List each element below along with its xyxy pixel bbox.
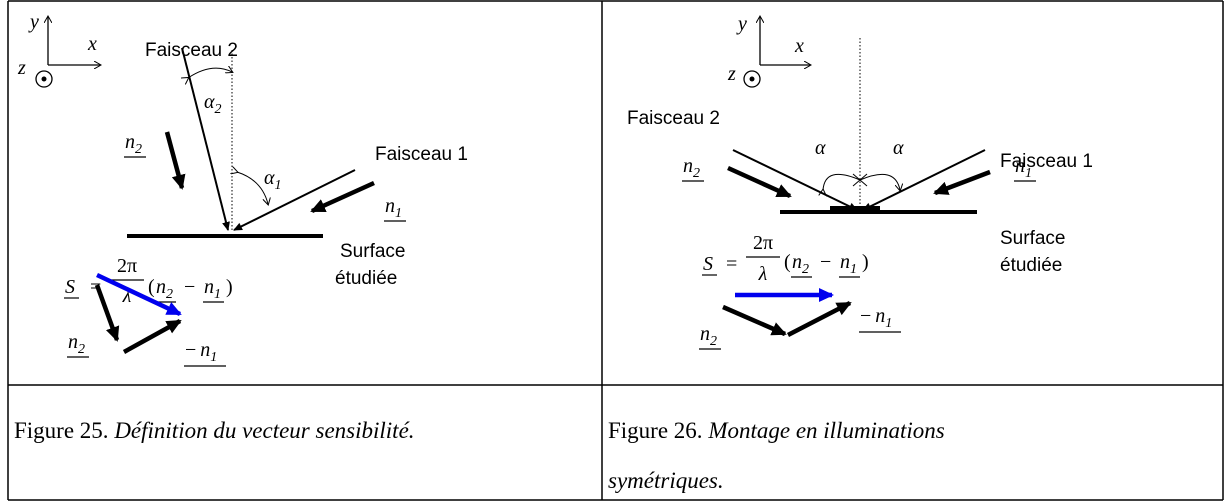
beam-label: Faisceau 2: [627, 108, 720, 129]
caption: Figure 25. Définition du vecteur sensibi…: [14, 418, 415, 443]
beam-2: [732, 149, 858, 211]
axis-label: z: [17, 57, 26, 79]
formula-part: S: [703, 253, 713, 275]
beam-2: [181, 47, 230, 231]
formula-part: n2: [792, 251, 809, 277]
figure-25: y x z Faisceau 2 Faisceau 1 α2 α1 n2 n1 …: [14, 11, 468, 443]
beam-label: Faisceau 1: [1000, 151, 1093, 172]
axis-z-dot: [41, 76, 47, 82]
axis-label: y: [736, 13, 747, 35]
vector-minus-n1: [122, 319, 182, 354]
surface-label: étudiée: [1000, 255, 1062, 276]
vector-n2: [727, 165, 792, 199]
vector-label: − n1: [860, 305, 892, 331]
vector-label: n2: [683, 155, 700, 181]
formula-part: n1: [204, 276, 221, 302]
formula-part: S: [65, 276, 75, 298]
cross: [852, 173, 868, 187]
vector-label: n1: [1015, 155, 1032, 181]
beam-label: Faisceau 1: [375, 144, 468, 165]
axis-z-circle: [35, 70, 53, 88]
surface-label: étudiée: [335, 268, 397, 289]
beam-1: [862, 149, 986, 211]
formula-part: ): [226, 276, 233, 298]
formula-part: (: [148, 276, 155, 298]
vector-n2: [722, 304, 787, 337]
axis-label: x: [87, 33, 97, 55]
formula: S = 2π λ ( n2 − n1 ): [702, 232, 869, 285]
angle-arc: [188, 68, 232, 78]
figure-26: y x z Faisceau 2 Faisceau 1 α α n2 n1 Su…: [608, 13, 1093, 493]
axis-z-dot: [749, 76, 755, 82]
vector-label: − n1: [185, 339, 217, 365]
surface-label: Surface: [1000, 228, 1065, 249]
vector-n1: [933, 169, 991, 196]
vector-label: n1: [385, 195, 402, 221]
formula-part: ): [862, 251, 869, 273]
vector-label: n2: [68, 331, 85, 357]
table-borders: [7, 0, 1224, 501]
formula-part: −: [820, 251, 831, 273]
vector-label: n2: [700, 323, 717, 349]
angle-label: α1: [264, 167, 282, 193]
caption: symétriques.: [608, 468, 724, 493]
formula-part: λ: [758, 263, 768, 285]
formula-part: n2: [156, 276, 173, 302]
angle-label: α: [815, 137, 826, 159]
formula-part: −: [184, 276, 195, 298]
vector-n2: [94, 284, 120, 342]
formula-part: 2π: [117, 255, 137, 277]
vector-minus-n1: [786, 301, 852, 337]
axis-label: y: [28, 11, 39, 33]
axis-z-circle: [743, 70, 761, 88]
beam-label: Faisceau 2: [145, 40, 238, 61]
vector-label: n2: [125, 131, 142, 157]
surface-label: Surface: [340, 241, 405, 262]
vector-s: [96, 272, 182, 317]
axis-label: z: [727, 63, 736, 85]
vector-n2: [164, 131, 186, 190]
angle-arc: [237, 172, 268, 204]
formula-part: =: [726, 253, 737, 275]
formula-part: 2π: [753, 232, 773, 254]
beam-1: [233, 169, 356, 231]
caption: Figure 26. Montage en illuminations: [608, 418, 945, 443]
angle-label: α2: [204, 91, 222, 117]
axis-label: x: [794, 35, 804, 57]
formula-part: λ: [122, 285, 132, 307]
angle-arc: [823, 173, 900, 190]
angle-label: α: [893, 137, 904, 159]
vector-n1: [310, 180, 375, 214]
formula-part: (: [784, 251, 791, 273]
formula-part: n1: [840, 251, 857, 277]
